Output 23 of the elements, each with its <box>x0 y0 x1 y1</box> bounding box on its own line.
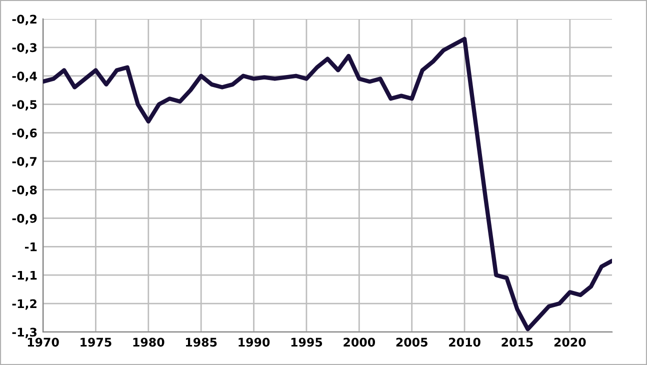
y-tick-label: -1,2 <box>12 299 36 310</box>
y-tick-label: -1,1 <box>12 270 37 282</box>
y-tick-label: -0,3 <box>12 43 37 54</box>
y-tick-label: -1 <box>24 242 37 252</box>
x-tick-label: 1995 <box>291 338 322 347</box>
x-tick-label: 1980 <box>133 338 164 347</box>
x-tick-label: 1975 <box>80 338 112 347</box>
y-tick-label: -0,6 <box>12 128 37 139</box>
x-tick-label: 1990 <box>238 338 270 347</box>
y-tick-label: -0,4 <box>12 72 37 82</box>
y-tick-label: -0,9 <box>12 214 37 224</box>
y-tick-label: -0,2 <box>12 14 36 26</box>
y-tick-label: -0,8 <box>12 185 37 196</box>
x-tick-label: 2020 <box>554 338 586 347</box>
y-tick-label: -0,7 <box>12 156 37 168</box>
y-tick-label: -1,3 <box>12 328 37 338</box>
x-tick-label: 2015 <box>502 338 533 347</box>
x-tick-label: 2005 <box>396 338 428 347</box>
y-tick-label: -0,5 <box>12 100 37 111</box>
x-tick-label: 2000 <box>344 338 376 347</box>
x-tick-label: 2010 <box>449 338 480 347</box>
x-tick-label: 1970 <box>28 338 59 347</box>
x-tick-label: 1985 <box>186 338 217 347</box>
